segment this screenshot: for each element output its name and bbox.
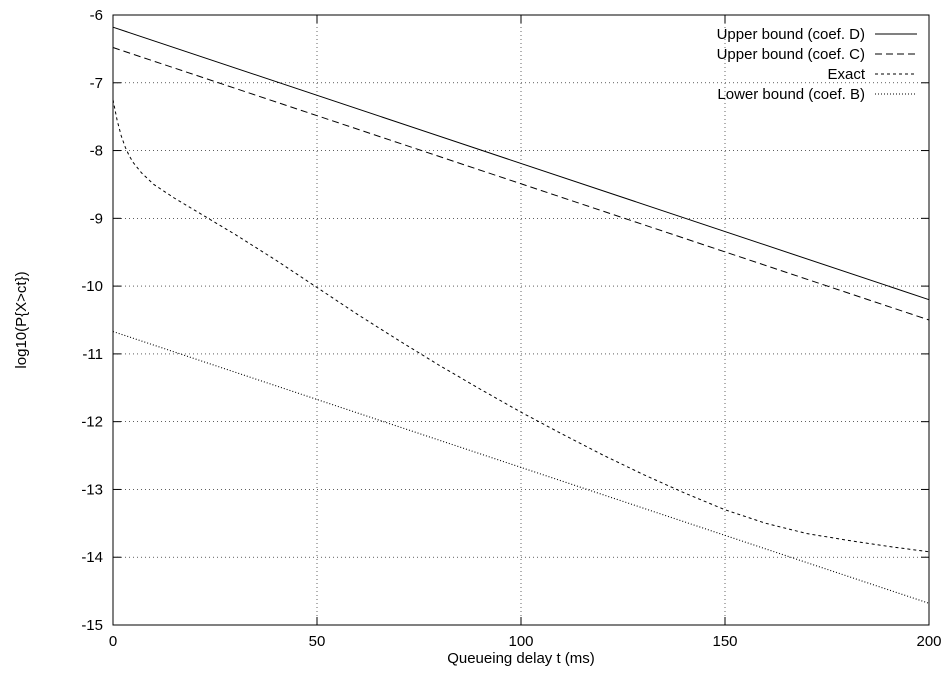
x-tick-label: 0 xyxy=(109,633,117,650)
y-tick-label: -10 xyxy=(81,278,103,295)
x-tick-label: 200 xyxy=(916,633,941,650)
legend: Upper bound (coef. D) Upper bound (coef. … xyxy=(717,26,917,103)
series-line-upper-bound-coef-d xyxy=(112,26,930,301)
y-tick-label: -8 xyxy=(90,143,103,160)
legend-label: Lower bound (coef. B) xyxy=(717,86,865,103)
series-line-upper-bound-coef-c xyxy=(112,47,930,321)
grid-layer xyxy=(113,15,929,625)
x-tick-label: 150 xyxy=(712,633,737,650)
y-axis-label: log10(P{X>ct}) xyxy=(13,271,30,368)
y-tick-label: -9 xyxy=(90,210,103,227)
y-tick-label: -11 xyxy=(82,346,103,363)
legend-label: Exact xyxy=(827,66,865,83)
y-tick-label: -7 xyxy=(90,75,103,92)
legend-label: Upper bound (coef. D) xyxy=(717,26,865,43)
x-tick-label: 100 xyxy=(508,633,533,650)
legend-label: Upper bound (coef. C) xyxy=(717,46,865,63)
tick-layer: 0 50 100 150 200 -15 -14 -13 -12 -11 -10 -9 -8 -7 -6 xyxy=(81,7,941,650)
x-axis-label: Queueing delay t (ms) xyxy=(447,650,595,667)
y-tick-label: -13 xyxy=(81,481,103,498)
series-layer xyxy=(112,26,930,604)
y-tick-label: -15 xyxy=(81,617,103,634)
y-tick-label: -6 xyxy=(90,7,103,24)
y-tick-label: -14 xyxy=(81,549,103,566)
y-tick-label: -12 xyxy=(81,414,103,431)
series-line-exact xyxy=(112,99,930,553)
x-tick-label: 50 xyxy=(309,633,326,650)
